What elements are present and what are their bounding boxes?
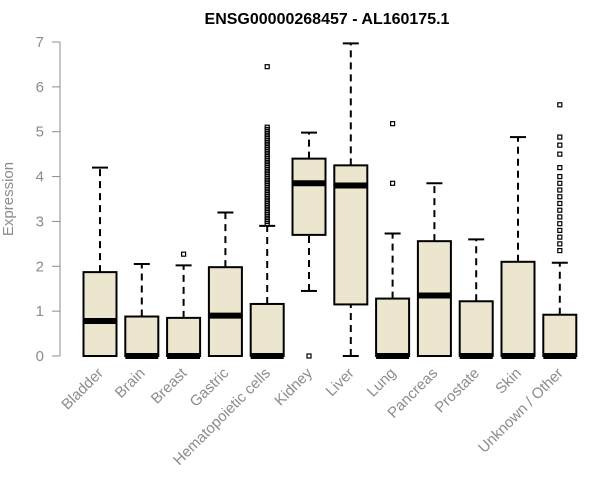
box-group	[458, 238, 494, 359]
box-group	[249, 64, 285, 359]
box-group	[416, 182, 452, 357]
x-tick-label: Kidney	[271, 364, 316, 409]
y-tick-label: 2	[36, 258, 44, 275]
y-tick-label: 7	[36, 34, 44, 51]
box-iqr	[416, 240, 452, 357]
y-tick-label: 0	[36, 348, 44, 365]
box-group	[166, 251, 202, 359]
box-group	[82, 166, 118, 358]
y-tick-label: 5	[36, 124, 44, 141]
outlier-point	[181, 251, 187, 257]
box-group	[375, 121, 411, 359]
outlier-point	[557, 194, 563, 200]
outlier-point	[557, 134, 563, 140]
box-iqr	[291, 157, 327, 236]
outlier-point	[557, 221, 563, 227]
x-tick-label: Breast	[148, 364, 191, 407]
y-tick-label: 3	[36, 213, 44, 230]
box-group	[333, 42, 369, 357]
y-tick-label: 1	[36, 303, 44, 320]
outlier-point	[557, 214, 563, 220]
outlier-point	[557, 234, 563, 240]
outlier-point	[557, 227, 563, 233]
outlier-point	[557, 165, 563, 171]
box-iqr	[82, 271, 118, 358]
outlier-point	[264, 64, 270, 70]
x-tick-label: Lung	[364, 365, 400, 401]
x-tick-label: Skin	[492, 365, 525, 398]
x-tick-label: Prostate	[431, 365, 483, 417]
outlier-point	[557, 151, 563, 157]
x-tick-label: Bladder	[58, 365, 107, 414]
box-group	[291, 131, 327, 359]
outlier-point	[557, 207, 563, 213]
y-tick-label: 4	[36, 169, 44, 186]
box-group	[500, 136, 536, 359]
outlier-point	[264, 124, 270, 130]
outlier-point	[557, 102, 563, 108]
outlier-point	[557, 247, 563, 254]
x-tick-label: Brain	[112, 365, 149, 402]
box-iqr	[166, 316, 202, 357]
outlier-point	[390, 121, 396, 127]
outlier-point	[557, 241, 563, 247]
outlier-point	[557, 180, 563, 186]
boxes-group	[82, 42, 578, 359]
outlier-point	[557, 142, 563, 148]
box-iqr	[207, 266, 243, 358]
box-iqr	[249, 302, 285, 358]
box-iqr	[542, 313, 578, 357]
y-tick-label: 6	[36, 79, 44, 96]
outlier-point	[306, 353, 312, 359]
box-iqr	[500, 260, 536, 357]
outlier-point	[557, 187, 563, 193]
outlier-point	[557, 173, 563, 180]
box-iqr	[375, 297, 411, 357]
box-group	[207, 211, 243, 358]
box-group	[542, 102, 578, 359]
y-axis-label: Expression	[0, 162, 17, 236]
y-axis: 0 1 2 3 4 5 6 7	[36, 34, 61, 365]
box-iqr	[124, 315, 160, 358]
box-iqr	[458, 300, 494, 358]
outlier-point	[557, 200, 563, 207]
box-group	[124, 263, 160, 359]
chart-title: ENSG00000268457 - AL160175.1	[205, 11, 450, 28]
x-tick-label: Liver	[323, 365, 358, 400]
outlier-point	[390, 180, 396, 186]
